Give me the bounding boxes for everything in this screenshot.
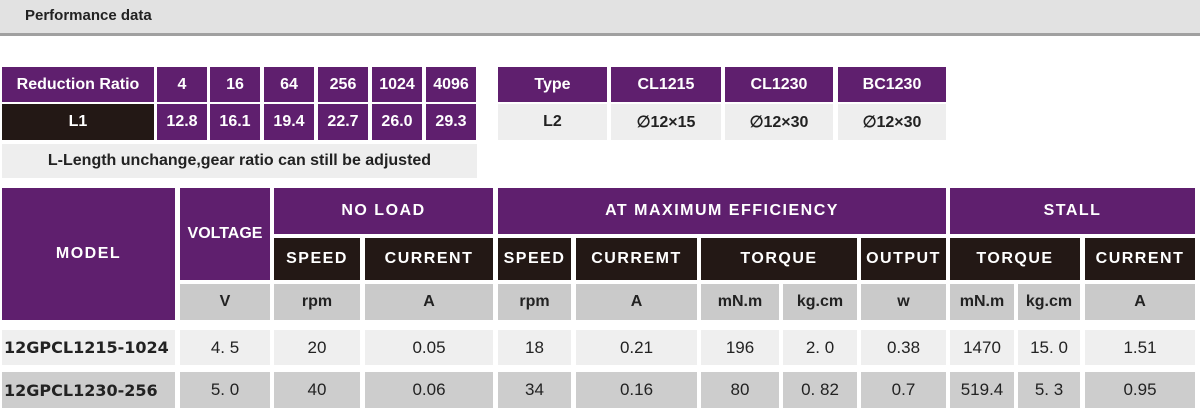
voltage-header: VOLTAGE — [180, 188, 270, 280]
subheader-cell: OUTPUT — [861, 238, 946, 280]
unit-cell: A — [365, 284, 493, 320]
ratio-cell: 256 — [318, 67, 368, 102]
unit-cell: V — [180, 284, 270, 320]
data-cell: 15. 0 — [1018, 330, 1080, 365]
unit-cell: w — [861, 284, 946, 320]
data-cell: 0. 82 — [783, 372, 857, 408]
group-max-efficiency: AT MAXIMUM EFFICIENCY — [498, 188, 946, 234]
unit-cell: A — [1085, 284, 1195, 320]
unit-cell: kg.cm — [1018, 284, 1080, 320]
l1-value-cell: 12.8 — [157, 104, 207, 140]
subheader-cell: CURRENT — [365, 238, 493, 280]
ratio-cell: 1024 — [372, 67, 422, 102]
data-cell: 519.4 — [950, 372, 1014, 408]
data-cell: 18 — [498, 330, 571, 365]
l2-value-cell: ∅12×30 — [725, 104, 833, 140]
l2-value-cell: ∅12×15 — [611, 104, 721, 140]
l1-value-cell: 29.3 — [426, 104, 476, 140]
ratio-cell: 16 — [210, 67, 260, 102]
reduction-ratio-label: Reduction Ratio — [2, 67, 154, 102]
l1-value-cell: 19.4 — [264, 104, 314, 140]
data-cell: 0.7 — [861, 372, 946, 408]
ratio-note: L-Length unchange,gear ratio can still b… — [2, 144, 477, 178]
l1-value-cell: 22.7 — [318, 104, 368, 140]
subheader-cell: TORQUE — [701, 238, 857, 280]
unit-cell: mN.m — [950, 284, 1014, 320]
type-cell: BC1230 — [838, 67, 946, 102]
data-cell: 0.95 — [1085, 372, 1195, 408]
l1-value-cell: 26.0 — [372, 104, 422, 140]
data-cell: 196 — [701, 330, 779, 365]
data-cell: 0.06 — [365, 372, 493, 408]
unit-cell: kg.cm — [783, 284, 857, 320]
group-stall: STALL — [950, 188, 1195, 234]
type-cell: CL1230 — [725, 67, 833, 102]
data-cell: 20 — [274, 330, 360, 365]
data-cell: 0.16 — [576, 372, 697, 408]
type-label: Type — [498, 67, 607, 102]
data-cell: 2. 0 — [783, 330, 857, 365]
ratio-cell: 64 — [264, 67, 314, 102]
group-no-load: NO LOAD — [274, 188, 493, 234]
ratio-cell: 4 — [157, 67, 207, 102]
data-cell: 0.38 — [861, 330, 946, 365]
subheader-cell: SPEED — [274, 238, 360, 280]
l2-value-cell: ∅12×30 — [838, 104, 946, 140]
data-cell: 5. 0 — [180, 372, 270, 408]
unit-cell: mN.m — [701, 284, 779, 320]
model-name-cell: 12GPCL1230-256 — [2, 372, 175, 408]
unit-cell: rpm — [274, 284, 360, 320]
data-cell: 40 — [274, 372, 360, 408]
data-cell: 5. 3 — [1018, 372, 1080, 408]
type-cell: CL1215 — [611, 67, 721, 102]
ratio-cell: 4096 — [426, 67, 476, 102]
data-cell: 34 — [498, 372, 571, 408]
data-cell: 1.51 — [1085, 330, 1195, 365]
section-header: Performance data — [0, 0, 1200, 36]
data-cell: 0.05 — [365, 330, 493, 365]
subheader-cell: CURRENT — [1085, 238, 1195, 280]
data-cell: 0.21 — [576, 330, 697, 365]
data-cell: 1470 — [950, 330, 1014, 365]
l2-label: L2 — [498, 104, 607, 140]
model-header: MODEL — [2, 188, 175, 320]
l1-value-cell: 16.1 — [210, 104, 260, 140]
unit-cell: A — [576, 284, 697, 320]
data-cell: 4. 5 — [180, 330, 270, 365]
unit-cell: rpm — [498, 284, 571, 320]
l1-label: L1 — [2, 104, 154, 140]
subheader-cell: SPEED — [498, 238, 571, 280]
model-name-cell: 12GPCL1215-1024 — [2, 330, 175, 365]
subheader-cell: CURREMT — [576, 238, 697, 280]
data-cell: 80 — [701, 372, 779, 408]
subheader-cell: TORQUE — [950, 238, 1080, 280]
section-title: Performance data — [25, 7, 152, 24]
